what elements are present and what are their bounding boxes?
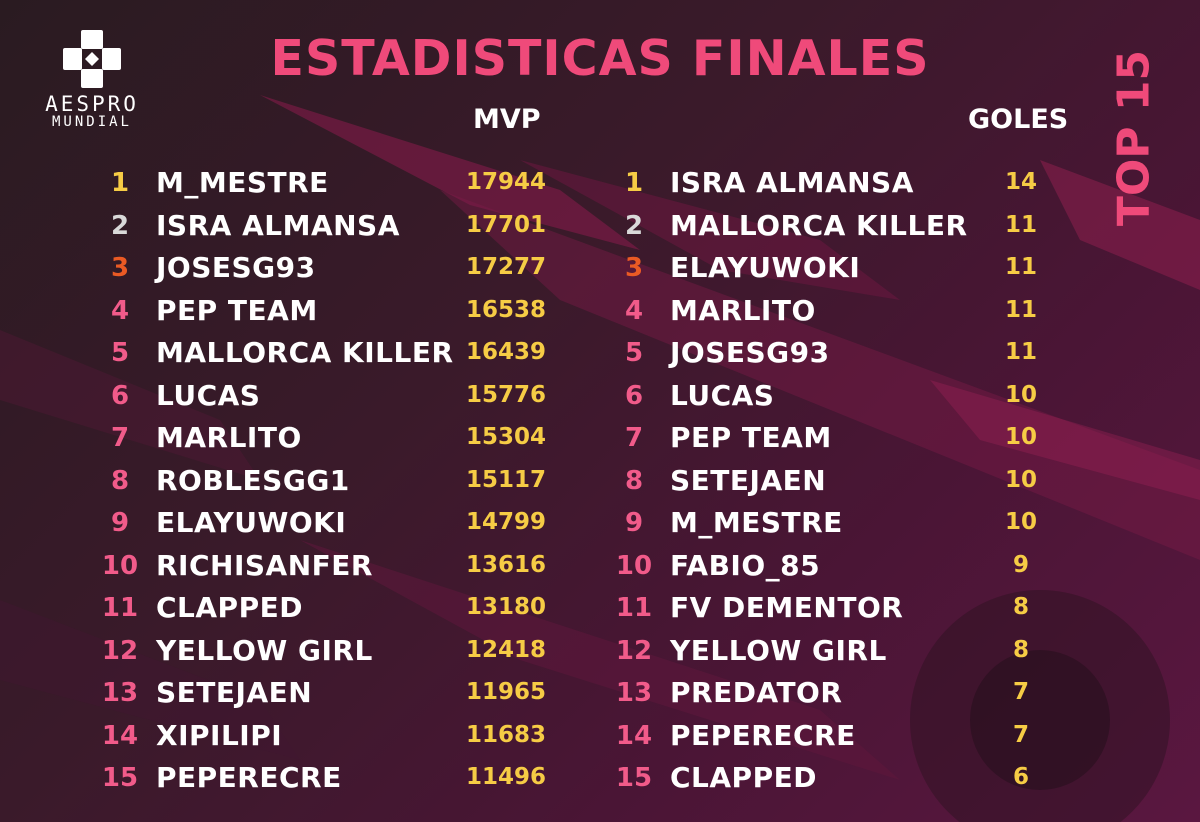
goles-player-name: M_MESTRE <box>670 506 843 539</box>
mvp-player-name: MALLORCA KILLER <box>156 336 454 369</box>
goles-rank: 9 <box>624 508 644 538</box>
mvp-rank: 15 <box>101 763 139 793</box>
mvp-value: 16439 <box>465 339 547 365</box>
goles-rank: 12 <box>615 635 653 666</box>
aespro-logo: AESPRO MUNDIAL <box>30 28 154 130</box>
mvp-value: 15304 <box>465 424 547 450</box>
mvp-rank: 13 <box>101 678 139 708</box>
goles-player-name: FV DEMENTOR <box>670 591 904 624</box>
mvp-rank: 8 <box>110 465 130 496</box>
mvp-player-name: MARLITO <box>156 421 302 454</box>
goles-value: 14 <box>1004 169 1037 195</box>
goles-player-name: PEPERECRE <box>670 718 856 752</box>
goles-rank: 6 <box>624 380 644 411</box>
mvp-value: 12418 <box>465 636 547 663</box>
goles-rank: 2 <box>624 210 644 241</box>
goles-value: 8 <box>1012 594 1029 620</box>
mvp-header: MVP <box>473 104 541 135</box>
goles-player-name: YELLOW GIRL <box>670 633 887 667</box>
mvp-value: 17277 <box>465 254 547 280</box>
goles-rank: 15 <box>615 763 653 793</box>
goles-player-name: LUCAS <box>670 378 775 412</box>
mvp-rank: 9 <box>110 508 130 538</box>
goles-rank: 10 <box>615 550 653 581</box>
mvp-player-name: ISRA ALMANSA <box>156 208 400 242</box>
goles-value: 6 <box>1012 764 1029 790</box>
goles-value: 11 <box>1004 296 1037 323</box>
goles-rank: 13 <box>615 678 653 708</box>
mvp-player-name: JOSESG93 <box>156 251 316 284</box>
mvp-value: 14799 <box>465 509 547 535</box>
goles-rank: 4 <box>624 295 644 326</box>
mvp-player-name: XIPILIPI <box>156 718 283 752</box>
mvp-value: 17944 <box>465 169 547 195</box>
goles-value: 10 <box>1004 466 1037 493</box>
goles-rank: 5 <box>624 338 644 368</box>
goles-rank: 8 <box>624 465 644 496</box>
goles-value: 10 <box>1004 509 1037 535</box>
goles-rank: 7 <box>624 423 644 453</box>
mvp-rank: 12 <box>101 635 139 666</box>
goles-player-name: PREDATOR <box>670 676 843 709</box>
goles-value: 9 <box>1012 551 1029 578</box>
goles-rank: 11 <box>615 593 653 623</box>
mvp-rank: 4 <box>110 295 130 326</box>
goles-value: 11 <box>1004 339 1037 365</box>
goles-value: 10 <box>1004 424 1037 450</box>
goles-player-name: JOSESG93 <box>670 336 830 369</box>
mvp-value: 17701 <box>465 211 547 238</box>
mvp-rank: 7 <box>110 423 130 453</box>
mvp-player-name: PEPERECRE <box>156 761 342 794</box>
mvp-value: 15776 <box>465 381 547 408</box>
mvp-value: 11965 <box>465 679 547 705</box>
mvp-player-name: ROBLESGG1 <box>156 463 350 497</box>
goles-player-name: CLAPPED <box>670 761 817 794</box>
mvp-rank: 1 <box>110 168 130 198</box>
top-label: TOP 15 <box>1108 49 1160 227</box>
mvp-player-name: RICHISANFER <box>156 548 373 582</box>
goles-rank: 3 <box>624 253 644 283</box>
goles-value: 11 <box>1004 211 1037 238</box>
mvp-player-name: PEP TEAM <box>156 293 318 327</box>
goles-value: 8 <box>1012 636 1029 663</box>
mvp-rank: 5 <box>110 338 130 368</box>
goles-player-name: SETEJAEN <box>670 463 827 497</box>
logo-subtitle: MUNDIAL <box>51 114 132 130</box>
goles-player-name: PEP TEAM <box>670 421 832 454</box>
goles-value: 10 <box>1004 381 1037 408</box>
goles-rank: 14 <box>615 720 653 751</box>
mvp-value: 13616 <box>465 551 547 578</box>
mvp-value: 16538 <box>465 296 547 323</box>
mvp-rank: 11 <box>101 593 139 623</box>
mvp-value: 15117 <box>465 466 547 493</box>
goles-player-name: ELAYUWOKI <box>670 251 861 284</box>
mvp-player-name: CLAPPED <box>156 591 303 624</box>
goles-player-name: ISRA ALMANSA <box>670 166 914 199</box>
goles-player-name: MARLITO <box>670 293 816 327</box>
goles-value: 7 <box>1012 721 1029 748</box>
mvp-value: 11683 <box>465 721 547 748</box>
mvp-rank: 6 <box>110 380 130 411</box>
mvp-value: 11496 <box>465 764 547 790</box>
goles-value: 7 <box>1012 679 1029 705</box>
goles-player-name: FABIO_85 <box>670 548 821 582</box>
mvp-player-name: LUCAS <box>156 378 261 412</box>
mvp-rank: 3 <box>110 253 130 283</box>
goles-header: GOLES <box>968 104 1069 135</box>
mvp-value: 13180 <box>465 594 547 620</box>
mvp-rank: 2 <box>110 210 130 241</box>
goles-player-name: MALLORCA KILLER <box>670 208 968 242</box>
logo-brand: AESPRO <box>45 92 139 116</box>
goles-rank: 1 <box>624 168 644 198</box>
mvp-rank: 14 <box>101 720 139 751</box>
goles-value: 11 <box>1004 254 1037 280</box>
mvp-player-name: ELAYUWOKI <box>156 506 347 539</box>
mvp-rank: 10 <box>101 550 139 581</box>
mvp-player-name: SETEJAEN <box>156 676 313 709</box>
mvp-player-name: M_MESTRE <box>156 166 329 199</box>
page-title: ESTADISTICAS FINALES <box>270 30 930 87</box>
mvp-player-name: YELLOW GIRL <box>156 633 373 667</box>
gamepad-cross-icon <box>63 30 121 88</box>
